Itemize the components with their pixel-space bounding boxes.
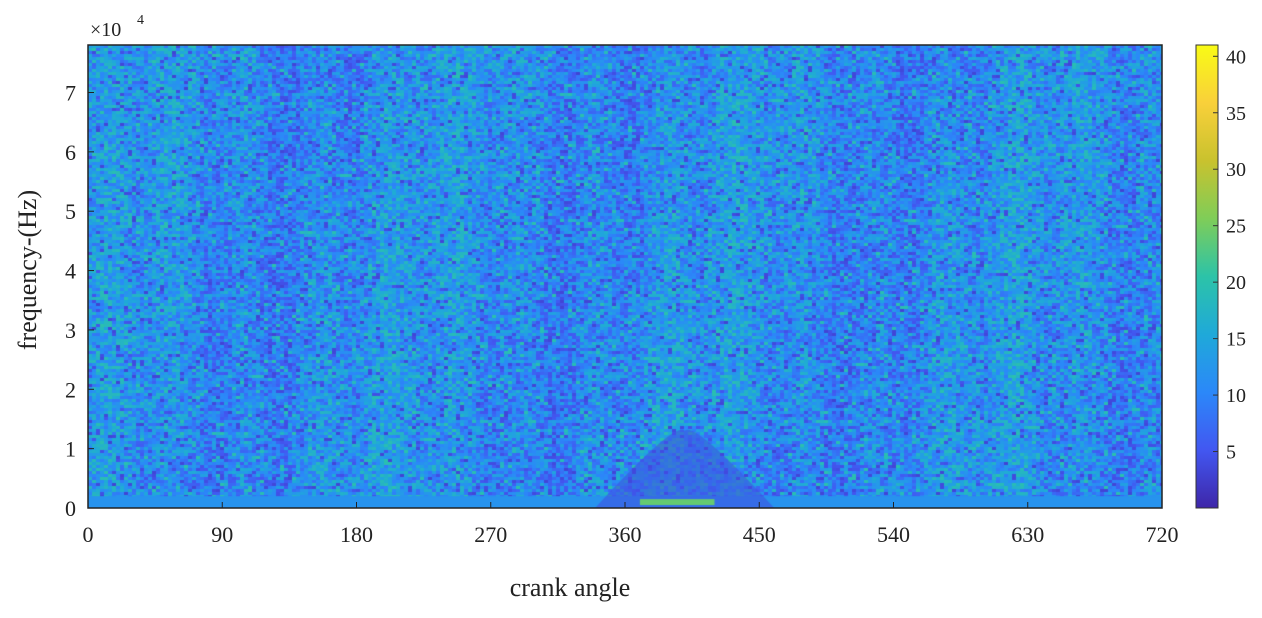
- x-tick-label: 720: [1146, 522, 1179, 547]
- x-axis-label: crank angle: [510, 573, 631, 602]
- x-tick-label: 630: [1011, 522, 1044, 547]
- colorbar-tick-label: 35: [1226, 103, 1246, 125]
- heatmap-field: [88, 45, 1162, 508]
- colorbar-frame: [1195, 44, 1219, 509]
- x-tick-label: 180: [340, 522, 373, 547]
- colorbar-tick-label: 40: [1226, 46, 1246, 68]
- y-tick-label: 0: [65, 496, 76, 521]
- x-tick-label: 450: [743, 522, 776, 547]
- colorbar-tick-label: 20: [1226, 272, 1246, 294]
- x-tick-label: 0: [83, 522, 94, 547]
- colorbar-gradient: [1196, 45, 1218, 508]
- y-tick-label: 4: [65, 259, 76, 284]
- y-tick-label: 5: [65, 199, 76, 224]
- y-tick-label: 2: [65, 377, 76, 402]
- y-tick-label: 3: [65, 318, 76, 343]
- y-multiplier-label: ×10: [90, 19, 121, 41]
- y-tick-label: 7: [65, 80, 76, 105]
- x-tick-label: 270: [474, 522, 507, 547]
- colorbar-tick-label: 5: [1226, 442, 1236, 464]
- x-tick-label: 540: [877, 522, 910, 547]
- y-tick-label: 6: [65, 140, 76, 165]
- colorbar-tick-label: 15: [1226, 329, 1246, 351]
- y-axis-label: frequency-(Hz): [13, 190, 42, 350]
- x-tick-label: 90: [211, 522, 233, 547]
- colorbar-tick-label: 25: [1226, 216, 1246, 238]
- x-tick-label: 360: [609, 522, 642, 547]
- y-multiplier-exponent: 4: [137, 13, 144, 28]
- colorbar-tick-label: 10: [1226, 385, 1246, 407]
- colorbar-tick-label: 30: [1226, 159, 1246, 181]
- y-tick-label: 1: [65, 437, 76, 462]
